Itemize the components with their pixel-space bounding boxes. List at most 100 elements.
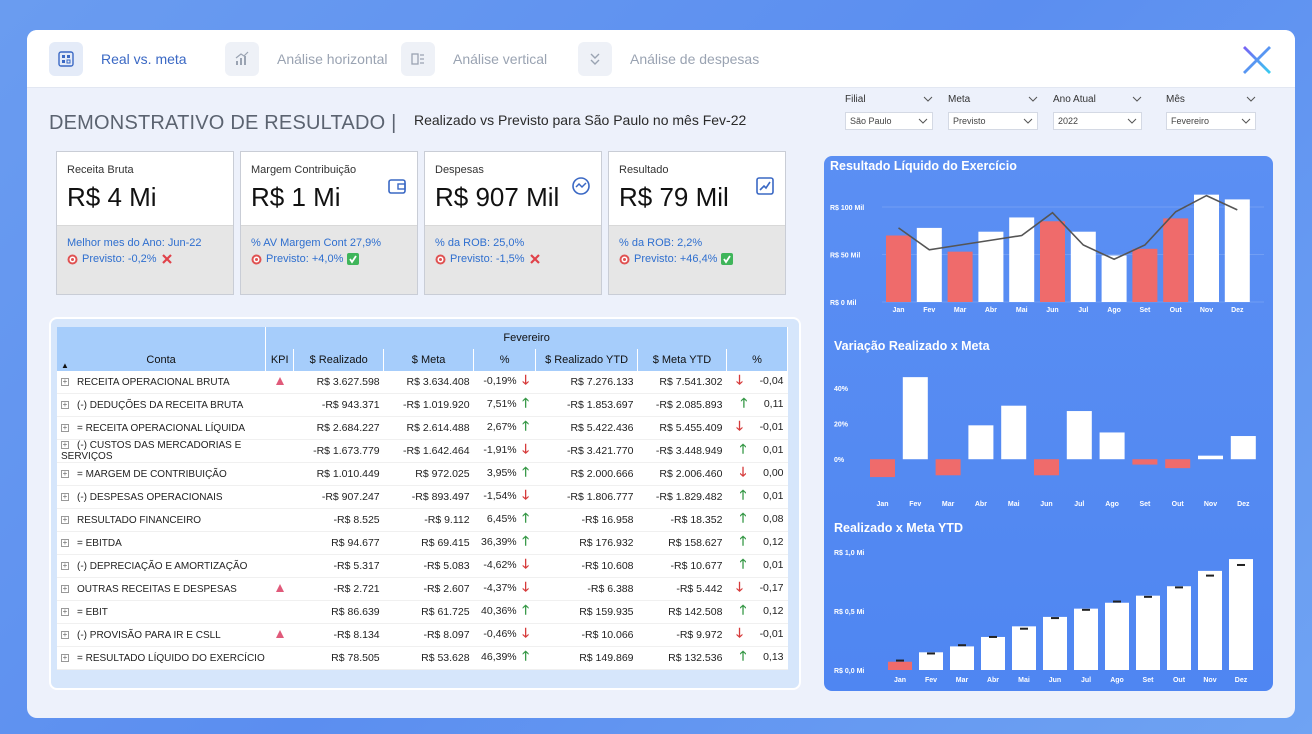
expand-icon[interactable]: + xyxy=(61,440,69,450)
arrow-down-icon: 🡓 xyxy=(739,464,747,479)
expand-icon[interactable]: + xyxy=(61,606,69,616)
bar xyxy=(1001,405,1027,460)
account-cell[interactable]: + OUTRAS RECEITAS E DESPESAS xyxy=(57,577,266,601)
account-cell[interactable]: + = RESULTADO LÍQUIDO DO EXERCÍCIO xyxy=(57,646,266,670)
col-meta[interactable]: $ Meta xyxy=(383,349,475,371)
meta-marker xyxy=(1051,617,1059,620)
expand-icon[interactable]: + xyxy=(61,422,69,432)
bar xyxy=(916,227,942,302)
pct-ytd-cell: 🡓 0,00 xyxy=(726,462,788,486)
expand-icon[interactable]: + xyxy=(61,399,69,409)
col-pct-ytd[interactable]: % xyxy=(726,349,789,371)
arrow-down-icon: 🡓 xyxy=(736,372,743,387)
table-row[interactable]: + = EBIT R$ 86.639 R$ 61.725 40,36% 🡑 R$ 159.… xyxy=(57,600,788,624)
realizado-cell: R$ 1.010.449 xyxy=(293,462,384,486)
filter-meta[interactable]: Meta Previsto xyxy=(948,92,1038,130)
tab-analise-despesas[interactable]: Análise de despesas xyxy=(578,42,759,76)
table-row[interactable]: + (-) DEDUÇÕES DA RECEITA BRUTA -R$ 943.37… xyxy=(57,393,788,417)
expand-icon[interactable]: + xyxy=(61,629,69,639)
kpi-detail: % da ROB: 25,0% xyxy=(435,237,525,249)
tab-label: Real vs. meta xyxy=(101,51,187,67)
pct-cell: 2,67% 🡑 xyxy=(473,416,536,440)
expand-icon[interactable]: + xyxy=(61,468,69,478)
meta-cell: -R$ 893.497 xyxy=(383,485,474,509)
bar xyxy=(1132,459,1158,465)
meta-cell: -R$ 8.097 xyxy=(383,623,474,647)
tab-real-vs-meta[interactable]: Real vs. meta xyxy=(49,42,187,76)
arrow-down-icon: 🡓 xyxy=(522,441,529,456)
bar xyxy=(1034,459,1059,476)
meta-ytd-cell: -R$ 1.829.482 xyxy=(637,485,727,509)
alert-icon xyxy=(275,376,284,385)
account-cell[interactable]: + (-) PROVISÃO PARA IR E CSLL xyxy=(57,623,266,647)
expand-icon[interactable]: + xyxy=(61,537,69,547)
table-row[interactable]: + = MARGEM DE CONTRIBUIÇÃO R$ 1.010.449 R$ … xyxy=(57,462,788,486)
realizado-ytd-cell: R$ 5.422.436 xyxy=(535,416,638,440)
meta-cell: -R$ 1.642.464 xyxy=(383,439,474,463)
realizado-cell: -R$ 907.247 xyxy=(293,485,384,509)
cross-icon xyxy=(529,254,540,264)
col-conta[interactable]: Conta ▲ xyxy=(57,349,267,371)
tab-analise-horizontal[interactable]: Análise horizontal xyxy=(225,42,388,76)
bar xyxy=(870,459,895,478)
pct-cell: 6,45% 🡑 xyxy=(473,508,536,532)
account-cell[interactable]: + (-) DEPRECIAÇÃO E AMORTIZAÇÃO xyxy=(57,554,266,578)
bar xyxy=(1040,221,1065,302)
col-meta-ytd[interactable]: $ Meta YTD xyxy=(637,349,727,371)
tab-analise-vertical[interactable]: Análise vertical xyxy=(401,42,547,76)
table-row[interactable]: + RESULTADO FINANCEIRO -R$ 8.525 -R$ 9.112 6… xyxy=(57,508,788,532)
account-cell[interactable]: + RECEITA OPERACIONAL BRUTA xyxy=(57,371,266,394)
pct-cell: 46,39% 🡑 xyxy=(473,646,536,670)
kpi-cell xyxy=(265,508,294,532)
table-row[interactable]: + (-) PROVISÃO PARA IR E CSLL -R$ 8.134 -R$… xyxy=(57,623,788,647)
expand-icon[interactable]: + xyxy=(61,583,69,593)
filter-mes[interactable]: Mês Fevereiro xyxy=(1166,92,1256,130)
col-kpi[interactable]: KPI xyxy=(265,349,295,371)
account-cell[interactable]: + = EBIT xyxy=(57,600,266,624)
filter-filial[interactable]: Filial São Paulo xyxy=(845,92,933,130)
table-row[interactable]: + RECEITA OPERACIONAL BRUTA R$ 3.627.598 R$… xyxy=(57,371,788,394)
account-cell[interactable]: + = MARGEM DE CONTRIBUIÇÃO xyxy=(57,462,266,486)
trend-up-icon xyxy=(756,177,774,195)
realizado-ytd-cell: -R$ 6.388 xyxy=(535,577,638,601)
kpi-cell xyxy=(265,531,294,555)
account-cell[interactable]: + (-) DEDUÇÕES DA RECEITA BRUTA xyxy=(57,393,266,417)
table-row[interactable]: + = RESULTADO LÍQUIDO DO EXERCÍCIO R$ 78.5… xyxy=(57,646,788,670)
arrow-up-icon: 🡑 xyxy=(522,602,529,617)
table-row[interactable]: + (-) CUSTOS DAS MERCADORIAS E SERVIÇOS -R… xyxy=(57,439,788,463)
expand-icon[interactable]: + xyxy=(61,560,69,570)
col-realizado[interactable]: $ Realizado xyxy=(293,349,385,371)
chevron-down-icon xyxy=(1028,96,1038,102)
col-realizado-ytd[interactable]: $ Realizado YTD xyxy=(535,349,638,371)
expand-icon[interactable]: + xyxy=(61,652,69,662)
bar xyxy=(978,231,1004,302)
bar xyxy=(902,377,928,460)
table-row[interactable]: + (-) DEPRECIAÇÃO E AMORTIZAÇÃO -R$ 5.317-… xyxy=(57,554,788,578)
account-cell[interactable]: + RESULTADO FINANCEIRO xyxy=(57,508,266,532)
filter-value: Fevereiro xyxy=(1171,116,1210,126)
pct-ytd-cell: 🡑 0,12 xyxy=(726,600,788,624)
realizado-ytd-cell: R$ 7.276.133 xyxy=(535,371,638,394)
table-row[interactable]: + (-) DESPESAS OPERACIONAIS -R$ 907.247 -R$… xyxy=(57,485,788,509)
col-pct[interactable]: % xyxy=(473,349,537,371)
table-row[interactable]: + = RECEITA OPERACIONAL LÍQUIDA R$ 2.684.2… xyxy=(57,416,788,440)
account-cell[interactable]: + (-) DESPESAS OPERACIONAIS xyxy=(57,485,266,509)
x-tick-label: Abr xyxy=(975,501,987,508)
account-cell[interactable]: + (-) CUSTOS DAS MERCADORIAS E SERVIÇOS xyxy=(57,439,266,463)
table-row[interactable]: + = EBITDA R$ 94.677 R$ 69.415 36,39% 🡑 R$ 17… xyxy=(57,531,788,555)
account-cell[interactable]: + = EBITDA xyxy=(57,531,266,555)
tab-label: Análise de despesas xyxy=(630,51,760,67)
expand-icon[interactable]: + xyxy=(61,376,69,386)
table-row[interactable]: + OUTRAS RECEITAS E DESPESAS -R$ 2.721 -R$ … xyxy=(57,577,788,601)
account-cell[interactable]: + = RECEITA OPERACIONAL LÍQUIDA xyxy=(57,416,266,440)
meta-ytd-cell: -R$ 2.085.893 xyxy=(637,393,727,417)
kpi-detail: Melhor mes do Ano: Jun-22 xyxy=(67,237,202,249)
expand-icon[interactable]: + xyxy=(61,514,69,524)
filter-ano-atual[interactable]: Ano Atual 2022 xyxy=(1053,92,1142,130)
realizado-ytd-cell: -R$ 1.853.697 xyxy=(535,393,638,417)
meta-marker xyxy=(1113,600,1121,603)
expand-icon[interactable]: + xyxy=(61,491,69,501)
chevron-down-icon xyxy=(918,118,928,124)
realizado-ytd-cell: -R$ 10.066 xyxy=(535,623,638,647)
bar xyxy=(1132,248,1158,302)
